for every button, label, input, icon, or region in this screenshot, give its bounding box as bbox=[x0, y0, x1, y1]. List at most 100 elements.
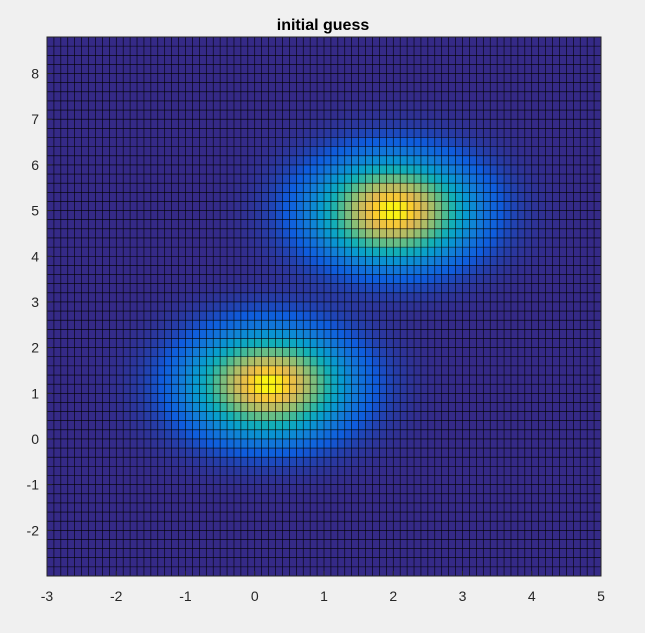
heatmap-cell bbox=[171, 64, 179, 74]
heatmap-cell bbox=[199, 228, 207, 239]
heatmap-cell bbox=[296, 283, 304, 294]
heatmap-cell bbox=[517, 539, 526, 549]
heatmap-cell bbox=[137, 46, 145, 56]
heatmap-cell bbox=[60, 55, 69, 65]
heatmap-cell bbox=[434, 174, 443, 184]
heatmap-cell bbox=[67, 484, 75, 495]
heatmap-cell bbox=[254, 219, 262, 230]
heatmap-cell bbox=[199, 457, 207, 467]
heatmap-cell bbox=[580, 82, 588, 93]
heatmap-cell bbox=[538, 438, 546, 449]
heatmap-cell bbox=[455, 137, 463, 147]
heatmap-cell bbox=[137, 119, 145, 129]
heatmap-cell bbox=[67, 265, 75, 275]
heatmap-cell bbox=[254, 82, 262, 93]
heatmap-cell bbox=[233, 247, 242, 257]
heatmap-cell bbox=[483, 128, 491, 138]
heatmap-cell bbox=[407, 73, 415, 83]
heatmap-cell bbox=[462, 100, 470, 111]
heatmap-cell bbox=[143, 55, 152, 65]
heatmap-cell bbox=[393, 475, 401, 485]
heatmap-cell bbox=[538, 329, 546, 339]
heatmap-cell bbox=[407, 128, 415, 138]
heatmap-cell bbox=[427, 91, 436, 102]
heatmap-cell bbox=[233, 402, 242, 412]
y-tick-label: 6 bbox=[31, 157, 39, 173]
heatmap-cell bbox=[88, 502, 96, 513]
heatmap-cell bbox=[573, 375, 581, 385]
heatmap-cell bbox=[379, 46, 387, 56]
heatmap-cell bbox=[303, 146, 311, 157]
heatmap-cell bbox=[206, 128, 214, 138]
heatmap-cell bbox=[379, 338, 387, 348]
heatmap-cell bbox=[587, 402, 595, 412]
heatmap-cell bbox=[427, 429, 436, 440]
heatmap-cell bbox=[434, 201, 443, 211]
heatmap-cell bbox=[143, 566, 152, 577]
heatmap-cell bbox=[393, 247, 401, 257]
heatmap-cell bbox=[351, 247, 359, 257]
heatmap-cell bbox=[60, 557, 69, 568]
heatmap-cell bbox=[240, 64, 249, 74]
heatmap-cell bbox=[74, 183, 82, 193]
heatmap-cell bbox=[365, 110, 373, 120]
heatmap-cell bbox=[441, 411, 449, 421]
heatmap-cell bbox=[171, 320, 179, 330]
heatmap-cell bbox=[296, 411, 304, 421]
heatmap-cell bbox=[268, 82, 276, 93]
heatmap-cell bbox=[483, 256, 491, 266]
heatmap-cell bbox=[337, 438, 346, 449]
heatmap-cell bbox=[386, 539, 394, 549]
heatmap-cell bbox=[275, 512, 283, 522]
heatmap-cell bbox=[116, 566, 124, 577]
heatmap-cell bbox=[53, 219, 62, 230]
heatmap-cell bbox=[483, 484, 491, 495]
heatmap-cell bbox=[192, 301, 200, 312]
heatmap-cell bbox=[365, 365, 373, 376]
heatmap-cell bbox=[157, 539, 166, 549]
heatmap-cell bbox=[462, 64, 470, 74]
heatmap-cell bbox=[365, 475, 373, 485]
heatmap-cell bbox=[109, 566, 117, 577]
heatmap-cell bbox=[130, 265, 138, 275]
heatmap-cell bbox=[386, 164, 394, 175]
heatmap-cell bbox=[420, 292, 429, 303]
heatmap-cell bbox=[434, 100, 443, 111]
heatmap-cell bbox=[344, 46, 352, 56]
heatmap-cell bbox=[400, 375, 408, 385]
heatmap-cell bbox=[310, 566, 318, 577]
heatmap-cell bbox=[420, 493, 429, 504]
heatmap-cell bbox=[157, 100, 166, 111]
heatmap-cell bbox=[192, 438, 200, 449]
heatmap-cell bbox=[420, 100, 429, 111]
heatmap-cell bbox=[227, 329, 235, 339]
heatmap-cell bbox=[469, 475, 477, 485]
heatmap-cell bbox=[386, 429, 394, 440]
heatmap-cell bbox=[123, 265, 131, 275]
heatmap-cell bbox=[296, 100, 304, 111]
heatmap-cell bbox=[213, 375, 221, 385]
heatmap-cell bbox=[517, 502, 526, 513]
heatmap-cell bbox=[227, 73, 235, 83]
heatmap-cell bbox=[164, 37, 172, 47]
heatmap-cell bbox=[538, 247, 546, 257]
heatmap-cell bbox=[240, 466, 249, 476]
heatmap-cell bbox=[594, 274, 602, 284]
heatmap-cell bbox=[566, 448, 574, 458]
heatmap-cell bbox=[483, 201, 491, 211]
heatmap-cell bbox=[47, 155, 55, 166]
heatmap-cell bbox=[150, 137, 159, 147]
heatmap-cell bbox=[150, 73, 159, 83]
heatmap-cell bbox=[317, 265, 325, 275]
heatmap-cell bbox=[566, 484, 574, 495]
heatmap-cell bbox=[455, 64, 463, 74]
heatmap-cell bbox=[185, 64, 193, 74]
heatmap-cell bbox=[462, 548, 470, 559]
heatmap-cell bbox=[178, 438, 186, 449]
heatmap-cell bbox=[53, 100, 62, 111]
heatmap-cell bbox=[448, 411, 456, 421]
heatmap-cell bbox=[53, 228, 62, 239]
heatmap-cell bbox=[116, 347, 124, 358]
heatmap-cell bbox=[538, 155, 546, 166]
heatmap-cell bbox=[517, 228, 526, 239]
